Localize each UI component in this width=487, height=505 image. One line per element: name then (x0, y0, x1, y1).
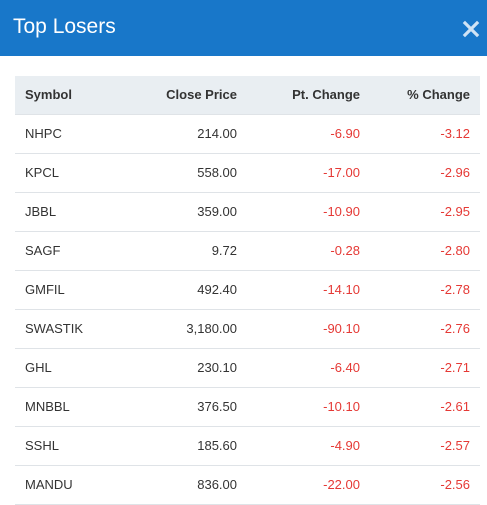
pt-change-cell: -10.90 (323, 204, 360, 219)
symbol-cell: KPCL (25, 165, 59, 180)
pct-change-cell: -2.76 (440, 321, 470, 336)
table-row[interactable]: MNBBL 376.50 -10.10 -2.61 (15, 387, 480, 426)
close-price-cell: 185.60 (197, 438, 237, 453)
table-row[interactable]: JBBL 359.00 -10.90 -2.95 (15, 192, 480, 231)
pt-change-cell: -14.10 (323, 282, 360, 297)
close-price-cell: 492.40 (197, 282, 237, 297)
pct-change-cell: -2.71 (440, 360, 470, 375)
col-header-close-price[interactable]: Close Price (166, 87, 237, 103)
col-header-symbol[interactable]: Symbol (25, 87, 72, 103)
close-price-cell: 230.10 (197, 360, 237, 375)
pt-change-cell: -4.90 (330, 438, 360, 453)
close-price-cell: 3,180.00 (186, 321, 237, 336)
pct-change-cell: -2.56 (440, 477, 470, 492)
symbol-cell: SWASTIK (25, 321, 84, 336)
symbol-cell: MANDU (25, 477, 73, 492)
table-row[interactable]: SWASTIK 3,180.00 -90.10 -2.76 (15, 309, 480, 348)
pct-change-cell: -2.57 (440, 438, 470, 453)
symbol-cell: NHPC (25, 126, 62, 141)
close-price-cell: 376.50 (197, 399, 237, 414)
close-icon (462, 20, 480, 38)
pt-change-cell: -90.10 (323, 321, 360, 336)
modal-header: Top Losers (0, 0, 487, 56)
symbol-cell: GHL (25, 360, 52, 375)
pt-change-cell: -6.40 (330, 360, 360, 375)
close-button[interactable] (461, 19, 481, 39)
table-row[interactable]: GHL 230.10 -6.40 -2.71 (15, 348, 480, 387)
table-row[interactable]: KPCL 558.00 -17.00 -2.96 (15, 153, 480, 192)
table-row[interactable]: SSHL 185.60 -4.90 -2.57 (15, 426, 480, 465)
symbol-cell: SAGF (25, 243, 61, 258)
pt-change-cell: -22.00 (323, 477, 360, 492)
table-row[interactable]: MANDU 836.00 -22.00 -2.56 (15, 465, 480, 504)
pt-change-cell: -0.28 (330, 243, 360, 258)
pct-change-cell: -2.96 (440, 165, 470, 180)
pt-change-cell: -10.10 (323, 399, 360, 414)
close-price-cell: 9.72 (211, 243, 237, 258)
pt-change-cell: -17.00 (323, 165, 360, 180)
pct-change-cell: -3.12 (440, 126, 470, 141)
pct-change-cell: -2.78 (440, 282, 470, 297)
table-header-row: Symbol Close Price Pt. Change % Change (15, 76, 480, 114)
col-header-pt-change[interactable]: Pt. Change (292, 87, 360, 103)
modal-body: Symbol Close Price Pt. Change % Change N… (0, 56, 487, 504)
table-row[interactable]: SAGF 9.72 -0.28 -2.80 (15, 231, 480, 270)
symbol-cell: GMFIL (25, 282, 65, 297)
close-price-cell: 558.00 (197, 165, 237, 180)
close-price-cell: 359.00 (197, 204, 237, 219)
symbol-cell: SSHL (25, 438, 59, 453)
pt-change-cell: -6.90 (330, 126, 360, 141)
symbol-cell: JBBL (25, 204, 57, 219)
table-row[interactable]: GMFIL 492.40 -14.10 -2.78 (15, 270, 480, 309)
losers-table: Symbol Close Price Pt. Change % Change N… (15, 76, 480, 505)
pct-change-cell: -2.80 (440, 243, 470, 258)
col-header-pct-change[interactable]: % Change (407, 87, 470, 103)
close-price-cell: 214.00 (197, 126, 237, 141)
table-row[interactable]: NHPC 214.00 -6.90 -3.12 (15, 114, 480, 153)
modal-title: Top Losers (13, 15, 116, 38)
pct-change-cell: -2.95 (440, 204, 470, 219)
symbol-cell: MNBBL (25, 399, 70, 414)
close-price-cell: 836.00 (197, 477, 237, 492)
pct-change-cell: -2.61 (440, 399, 470, 414)
